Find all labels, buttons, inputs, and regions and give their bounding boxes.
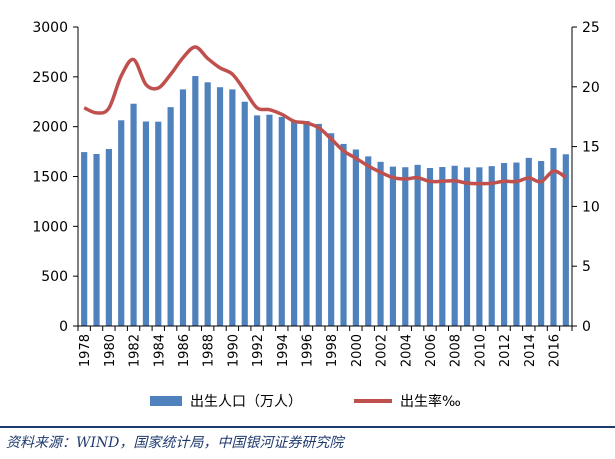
bar (266, 114, 273, 326)
x-axis-tick-label: 1994 (276, 334, 291, 367)
bar (291, 121, 298, 326)
bar (328, 133, 335, 326)
bar (451, 165, 458, 326)
legend: 出生人口（万人） 出生率‰ (150, 393, 461, 410)
bar (167, 107, 174, 326)
x-axis-tick-label: 2004 (399, 334, 414, 367)
bar (192, 76, 199, 326)
bar (93, 153, 100, 326)
x-axis-tick-label: 2006 (424, 334, 439, 367)
x-axis-tick-label: 2010 (473, 334, 488, 367)
bar (315, 123, 322, 326)
x-axis: 1978 1980 1982 1984 1986 1988 1990 1992 1994 1996… (77, 325, 573, 367)
left-axis-tick-label: 3000 (32, 20, 68, 36)
x-axis-tick-label: 1990 (226, 334, 241, 367)
right-axis-tick-label: 0 (582, 319, 591, 335)
bar (402, 167, 409, 326)
bar (365, 156, 372, 326)
x-axis-tick-label: 1980 (103, 334, 118, 367)
bar (253, 115, 261, 327)
right-axis-tick-label: 25 (582, 20, 600, 36)
bar (179, 89, 187, 327)
bar (414, 164, 421, 326)
left-axis-tick-label: 1000 (32, 219, 68, 235)
x-axis-tick-label: 1988 (202, 334, 217, 367)
bar (500, 163, 508, 326)
bar (229, 89, 236, 327)
bar (142, 121, 150, 326)
birth-chart: 0 500 1000 1500 2000 2500 3000 0 5 10 15 20 25 1978… (32, 20, 600, 410)
bar (303, 120, 310, 327)
left-axis-tick-label: 0 (59, 319, 68, 335)
bar (426, 168, 434, 326)
right-axis: 0 5 10 15 20 25 (571, 20, 600, 335)
bar-series (81, 76, 569, 327)
bar (118, 120, 125, 327)
bar (389, 166, 397, 326)
bar (155, 121, 162, 326)
left-axis-tick-label: 2500 (32, 70, 68, 86)
bar (352, 149, 359, 326)
bar (377, 161, 384, 326)
bar (550, 147, 557, 326)
x-axis-tick-label: 1998 (325, 334, 340, 367)
bar (130, 103, 137, 326)
bar (525, 157, 532, 326)
left-axis-tick-label: 1500 (32, 170, 68, 186)
bar (241, 101, 248, 326)
line-path (83, 45, 567, 186)
x-axis-tick-label: 2002 (375, 334, 390, 367)
left-axis: 0 500 1000 1500 2000 2500 3000 (32, 20, 79, 335)
right-axis-tick-label: 20 (582, 80, 600, 96)
bar (476, 167, 483, 326)
left-axis-tick-label: 500 (41, 269, 68, 285)
bar (513, 162, 520, 326)
x-axis-tick-label: 1978 (78, 334, 93, 367)
legend-bar-swatch (150, 396, 182, 406)
x-axis-tick-label: 1982 (128, 334, 143, 367)
right-axis-tick-label: 15 (582, 140, 600, 156)
bar (340, 143, 347, 326)
left-axis-tick-label: 2000 (32, 120, 68, 136)
x-axis-tick-label: 1992 (251, 334, 266, 367)
x-axis-tick-label: 2012 (498, 334, 513, 367)
x-axis-tick-label: 1984 (152, 334, 167, 367)
bar (488, 166, 495, 326)
x-axis-tick-label: 2000 (350, 334, 365, 367)
x-axis-tick-label: 2016 (547, 334, 562, 367)
bar (538, 161, 545, 326)
footer-divider (0, 426, 615, 428)
x-axis-tick-label: 1996 (300, 334, 315, 367)
bar (463, 167, 471, 326)
source-note: 资料来源：WIND，国家统计局，中国银河证券研究院 (6, 435, 344, 451)
bar (278, 116, 285, 327)
bar (562, 154, 569, 326)
legend-line-label: 出生率‰ (400, 393, 461, 410)
bar (81, 152, 88, 326)
bar (216, 87, 224, 326)
bar (439, 167, 446, 326)
x-axis-tick-label: 2014 (523, 334, 538, 367)
legend-bar-label: 出生人口（万人） (190, 394, 302, 410)
right-axis-tick-label: 5 (582, 259, 591, 275)
bar (204, 82, 211, 326)
bar (105, 148, 112, 326)
x-axis-tick-label: 1986 (177, 334, 192, 367)
line-series (83, 45, 567, 186)
x-axis-tick-label: 2008 (449, 334, 464, 367)
right-axis-tick-label: 10 (582, 199, 600, 215)
